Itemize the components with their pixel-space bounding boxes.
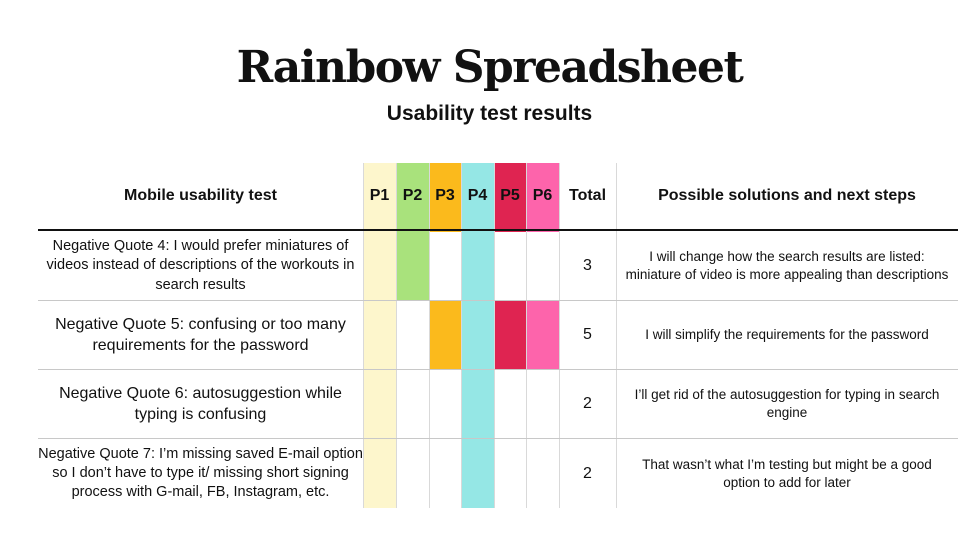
header-p3: P3 [435, 187, 455, 204]
column-divider [494, 163, 495, 508]
quote-cell: Negative Quote 6: autosuggestion while t… [59, 384, 342, 423]
quote-cell: Negative Quote 4: I would prefer miniatu… [46, 238, 355, 293]
total-cell: 2 [583, 395, 592, 413]
participant-header-fill [429, 163, 461, 232]
row-divider [38, 369, 958, 370]
header-total: Total [568, 187, 607, 204]
header-mobile-usability-test: Mobile usability test [124, 187, 277, 204]
participant-mark-cell [429, 300, 461, 370]
header-p2: P2 [402, 187, 423, 204]
row-divider [38, 300, 958, 301]
row-divider [38, 438, 958, 439]
page-title: Rainbow Spreadsheet [236, 42, 744, 93]
solution-cell: That wasn’t what I’m testing but might b… [642, 456, 932, 490]
quote-cell: Negative Quote 5: confusing or too many … [55, 315, 346, 354]
column-divider [396, 163, 397, 508]
total-cell: 3 [583, 257, 592, 275]
header-p1: P1 [369, 187, 390, 204]
solution-cell: I will change how the search results are… [625, 249, 949, 282]
solution-cell: I will simplify the requirements for the… [645, 327, 929, 343]
participant-header-fill [494, 163, 526, 232]
column-divider [461, 163, 462, 508]
participant-column-fill [461, 163, 494, 508]
total-cell: 2 [583, 464, 592, 482]
header-p6: P6 [532, 187, 553, 204]
participant-mark-cell [396, 231, 429, 301]
column-divider [429, 163, 430, 508]
header-divider [38, 229, 958, 231]
participant-mark-cell [494, 300, 526, 370]
header-solutions: Possible solutions and next steps [658, 187, 916, 204]
column-divider [559, 163, 560, 508]
participant-header-fill [526, 163, 559, 232]
total-cell: 5 [583, 326, 592, 344]
quote-cell: Negative Quote 7: I’m missing saved E-ma… [38, 445, 363, 501]
page-subtitle: Usability test results [386, 102, 593, 125]
participant-header-fill [396, 163, 429, 232]
participant-mark-cell [526, 300, 559, 370]
participant-column-fill [363, 163, 396, 508]
header-p5: P5 [500, 187, 520, 204]
header-p4: P4 [467, 187, 488, 204]
column-divider [526, 163, 527, 508]
solution-cell: I’ll get rid of the autosuggestion for t… [634, 387, 940, 420]
column-divider [616, 163, 617, 508]
column-divider [363, 163, 364, 508]
